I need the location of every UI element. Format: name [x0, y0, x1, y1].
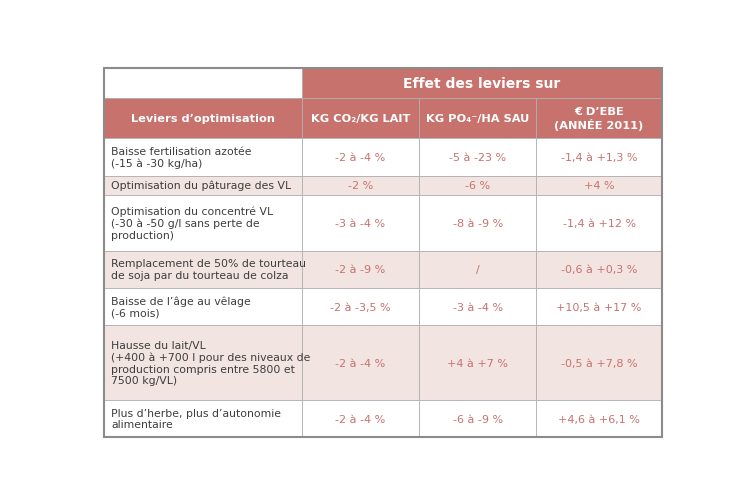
- Bar: [302, 176, 419, 195]
- Text: -8 à -9 %: -8 à -9 %: [453, 218, 503, 228]
- Bar: [536, 195, 662, 251]
- Text: -5 à -23 %: -5 à -23 %: [449, 153, 506, 163]
- Text: Optimisation du pâturage des VL: Optimisation du pâturage des VL: [111, 180, 291, 191]
- Bar: [536, 400, 662, 437]
- Text: +4 %: +4 %: [584, 181, 614, 191]
- Bar: [104, 400, 302, 437]
- Bar: [104, 176, 302, 195]
- Bar: [302, 251, 419, 288]
- Bar: [536, 288, 662, 326]
- Text: Baisse fertilisation azotée
(-15 à -30 kg/ha): Baisse fertilisation azotée (-15 à -30 k…: [111, 147, 252, 169]
- Bar: [302, 69, 662, 99]
- Bar: [302, 99, 419, 139]
- Bar: [104, 288, 302, 326]
- Text: -6 %: -6 %: [465, 181, 490, 191]
- Bar: [536, 176, 662, 195]
- Bar: [302, 288, 419, 326]
- Bar: [419, 195, 536, 251]
- Text: € D’EBE
(ANNÉE 2011): € D’EBE (ANNÉE 2011): [554, 107, 644, 131]
- Bar: [104, 195, 302, 251]
- Text: -2 à -4 %: -2 à -4 %: [335, 414, 385, 424]
- Bar: [302, 139, 419, 176]
- Text: -0,6 à +0,3 %: -0,6 à +0,3 %: [561, 265, 637, 275]
- Text: -0,5 à +7,8 %: -0,5 à +7,8 %: [561, 358, 637, 368]
- Bar: [104, 326, 302, 400]
- Bar: [104, 69, 302, 99]
- Text: -2 à -4 %: -2 à -4 %: [335, 153, 385, 163]
- Text: Effet des leviers sur: Effet des leviers sur: [403, 77, 560, 91]
- Bar: [104, 251, 302, 288]
- Text: +4 à +7 %: +4 à +7 %: [447, 358, 508, 368]
- Text: Optimisation du concentré VL
(-30 à -50 g/l sans perte de
production): Optimisation du concentré VL (-30 à -50 …: [111, 206, 273, 240]
- Bar: [419, 288, 536, 326]
- Text: -2 à -3,5 %: -2 à -3,5 %: [330, 302, 391, 312]
- Text: -6 à -9 %: -6 à -9 %: [453, 414, 503, 424]
- Text: +10,5 à +17 %: +10,5 à +17 %: [557, 302, 642, 312]
- Text: +4,6 à +6,1 %: +4,6 à +6,1 %: [558, 414, 640, 424]
- Bar: [419, 99, 536, 139]
- Text: -2 à -4 %: -2 à -4 %: [335, 358, 385, 368]
- Bar: [536, 326, 662, 400]
- Text: Plus d’herbe, plus d’autonomie
alimentaire: Plus d’herbe, plus d’autonomie alimentai…: [111, 408, 282, 429]
- Text: KG CO₂/KG LAIT: KG CO₂/KG LAIT: [311, 114, 410, 124]
- Bar: [536, 251, 662, 288]
- Bar: [104, 99, 302, 139]
- Text: Baisse de l’âge au vêlage
(-6 mois): Baisse de l’âge au vêlage (-6 mois): [111, 296, 251, 318]
- Bar: [536, 139, 662, 176]
- Text: -1,4 à +1,3 %: -1,4 à +1,3 %: [561, 153, 637, 163]
- Bar: [419, 400, 536, 437]
- Bar: [302, 400, 419, 437]
- Text: -3 à -4 %: -3 à -4 %: [335, 218, 385, 228]
- Bar: [419, 176, 536, 195]
- Bar: [302, 195, 419, 251]
- Bar: [419, 326, 536, 400]
- Text: Leviers d’optimisation: Leviers d’optimisation: [131, 114, 275, 124]
- Text: -2 %: -2 %: [348, 181, 374, 191]
- Text: -2 à -9 %: -2 à -9 %: [335, 265, 385, 275]
- Text: Remplacement de 50% de tourteau
de soja par du tourteau de colza: Remplacement de 50% de tourteau de soja …: [111, 259, 306, 281]
- Text: -1,4 à +12 %: -1,4 à +12 %: [562, 218, 636, 228]
- Bar: [419, 139, 536, 176]
- Text: Hausse du lait/VL
(+400 à +700 l pour des niveaux de
production compris entre 58: Hausse du lait/VL (+400 à +700 l pour de…: [111, 340, 311, 385]
- Bar: [302, 326, 419, 400]
- Bar: [536, 99, 662, 139]
- Bar: [104, 139, 302, 176]
- Text: -3 à -4 %: -3 à -4 %: [453, 302, 503, 312]
- Text: KG PO₄⁻/HA SAU: KG PO₄⁻/HA SAU: [426, 114, 530, 124]
- Bar: [419, 251, 536, 288]
- Text: /: /: [476, 265, 480, 275]
